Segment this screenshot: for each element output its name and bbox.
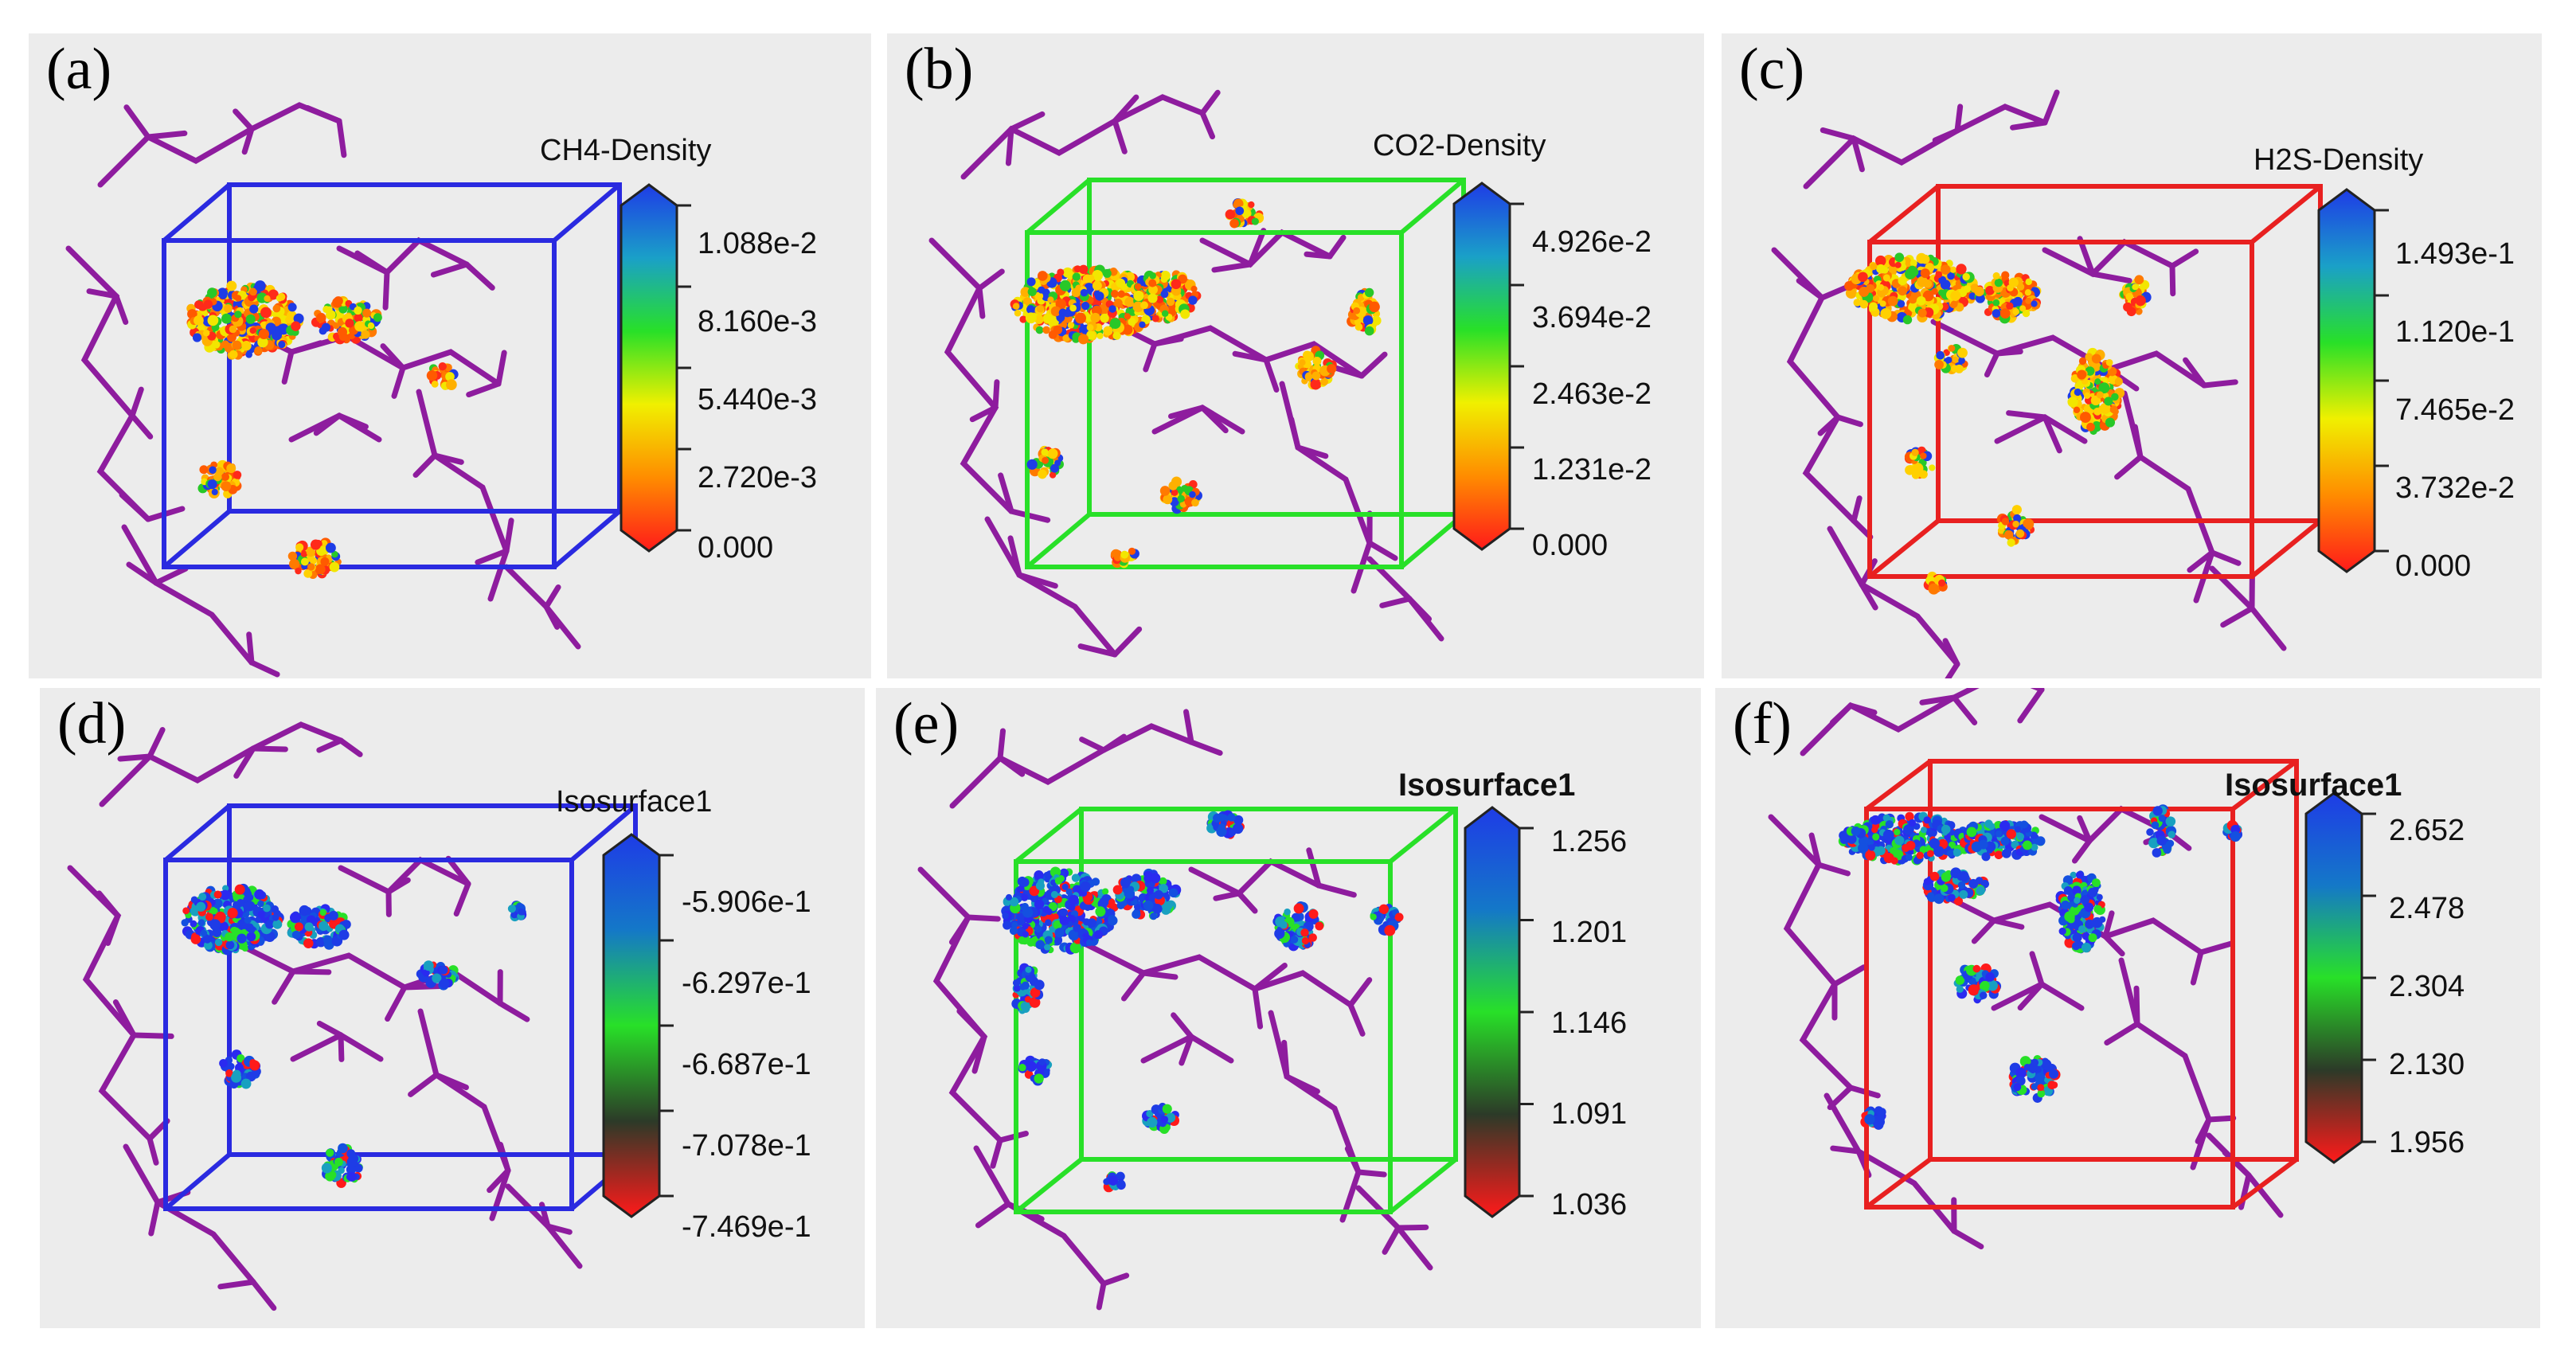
molecule-scene [67, 721, 674, 1311]
molecule-structure [928, 89, 1444, 658]
colorbar-tick-label: -7.469e-1 [682, 1210, 811, 1244]
colorbar-tick-label: 1.493e-1 [2395, 237, 2515, 271]
colorbar-tick-label: 5.440e-3 [698, 383, 818, 416]
colorbar-title: H2S-Density [2254, 143, 2424, 177]
colorbar-tick-label: 7.465e-2 [2395, 393, 2515, 427]
colorbar-tick-label: 2.720e-3 [698, 461, 818, 494]
panel-label: (d) [57, 691, 127, 756]
colorbar-tick-label: -5.906e-1 [682, 885, 811, 919]
simulation-cell-box [1025, 178, 1466, 569]
panel-a: (a) CH4-Density 1.088e-2 8.160e-3 5.440e… [29, 33, 871, 678]
colorbar-tick-label: 1.231e-2 [1532, 453, 1652, 487]
density-points [181, 883, 527, 1188]
panel-e: (e) Isosurface1 1.256 1.201 1.146 1.091 … [876, 688, 1701, 1328]
colorbar-tick-label: -6.297e-1 [682, 967, 811, 1000]
simulation-cell-box [1864, 759, 2299, 1210]
colorbar-tick-label: 2.463e-2 [1532, 377, 1652, 411]
colorbar-tick-label: 1.120e-1 [2395, 315, 2515, 349]
density-points [1838, 804, 2243, 1130]
colorbar [1452, 182, 1511, 551]
colorbar [2317, 188, 2376, 573]
colorbar-tick-label: 1.956 [2389, 1126, 2465, 1159]
molecule-structure [67, 721, 583, 1311]
colorbar-title: CO2-Density [1373, 129, 1546, 162]
colorbar-tick-label: -7.078e-1 [682, 1129, 811, 1163]
colorbar-tick-label: 0.000 [698, 531, 774, 565]
colorbar-title: Isosurface1 [556, 785, 713, 819]
colorbar-tick-label: 2.652 [2389, 814, 2465, 847]
density-points [1010, 198, 1382, 569]
colorbar-tick-label: -6.687e-1 [682, 1048, 811, 1081]
panel-label: (a) [46, 37, 112, 102]
molecule-structure [1771, 89, 2287, 678]
panel-label: (b) [905, 37, 974, 102]
colorbar-tick-label: 0.000 [1532, 529, 1609, 562]
molecule-scene [917, 709, 1534, 1311]
colorbar-tick-label: 4.926e-2 [1532, 225, 1652, 259]
colorbar-title: Isosurface1 [1398, 768, 1576, 803]
density-points [1844, 252, 2152, 595]
simulation-cell-box [162, 182, 622, 569]
colorbar-tick-label: 3.732e-2 [2395, 471, 2515, 505]
panel-label: (e) [893, 691, 960, 756]
colorbar [620, 183, 678, 553]
colorbar-tick-label: 2.304 [2389, 970, 2465, 1003]
colorbar [1464, 806, 1521, 1218]
colorbar-tick-label: 8.160e-3 [698, 305, 818, 338]
colorbar-tick-label: 3.694e-2 [1532, 301, 1652, 334]
panel-d: (d) Isosurface1 -5.906e-1 -6.297e-1 -6.6… [40, 688, 865, 1328]
colorbar-tick-label: 1.146 [1551, 1006, 1628, 1040]
density-points [1001, 810, 1404, 1193]
panel-b: (b) CO2-Density 4.926e-2 3.694e-2 2.463e… [887, 33, 1704, 678]
panel-label: (c) [1739, 37, 1805, 102]
colorbar-tick-label: 1.201 [1551, 916, 1628, 949]
molecule-scene [65, 102, 691, 678]
colorbar-title: CH4-Density [540, 134, 712, 167]
colorbar [602, 833, 661, 1218]
molecule-scene [928, 89, 1524, 658]
colorbar [2304, 791, 2363, 1164]
panel-c: (c) H2S-Density 1.493e-1 1.120e-1 7.465e… [1722, 33, 2542, 678]
colorbar-tick-label: 1.036 [1551, 1188, 1628, 1221]
panel-f: (f) Isosurface1 2.652 2.478 2.304 2.130 … [1715, 688, 2540, 1328]
colorbar-tick-label: 2.478 [2389, 892, 2465, 925]
density-points [186, 280, 459, 580]
panel-label: (f) [1733, 691, 1792, 756]
colorbar-tick-label: 1.088e-2 [698, 227, 818, 260]
colorbar-tick-label: 0.000 [2395, 549, 2472, 583]
molecule-scene [1771, 89, 2389, 678]
colorbar-tick-label: 2.130 [2389, 1048, 2465, 1081]
molecule-structure [1768, 688, 2284, 1250]
molecule-structure [917, 709, 1433, 1311]
molecule-scene [1768, 688, 2376, 1250]
simulation-cell-box [163, 803, 638, 1211]
simulation-cell-box [1014, 807, 1458, 1214]
colorbar-tick-label: 1.091 [1551, 1097, 1628, 1131]
molecule-structure [65, 102, 581, 678]
colorbar-title: Isosurface1 [2225, 768, 2402, 803]
colorbar-tick-label: 1.256 [1551, 825, 1628, 858]
